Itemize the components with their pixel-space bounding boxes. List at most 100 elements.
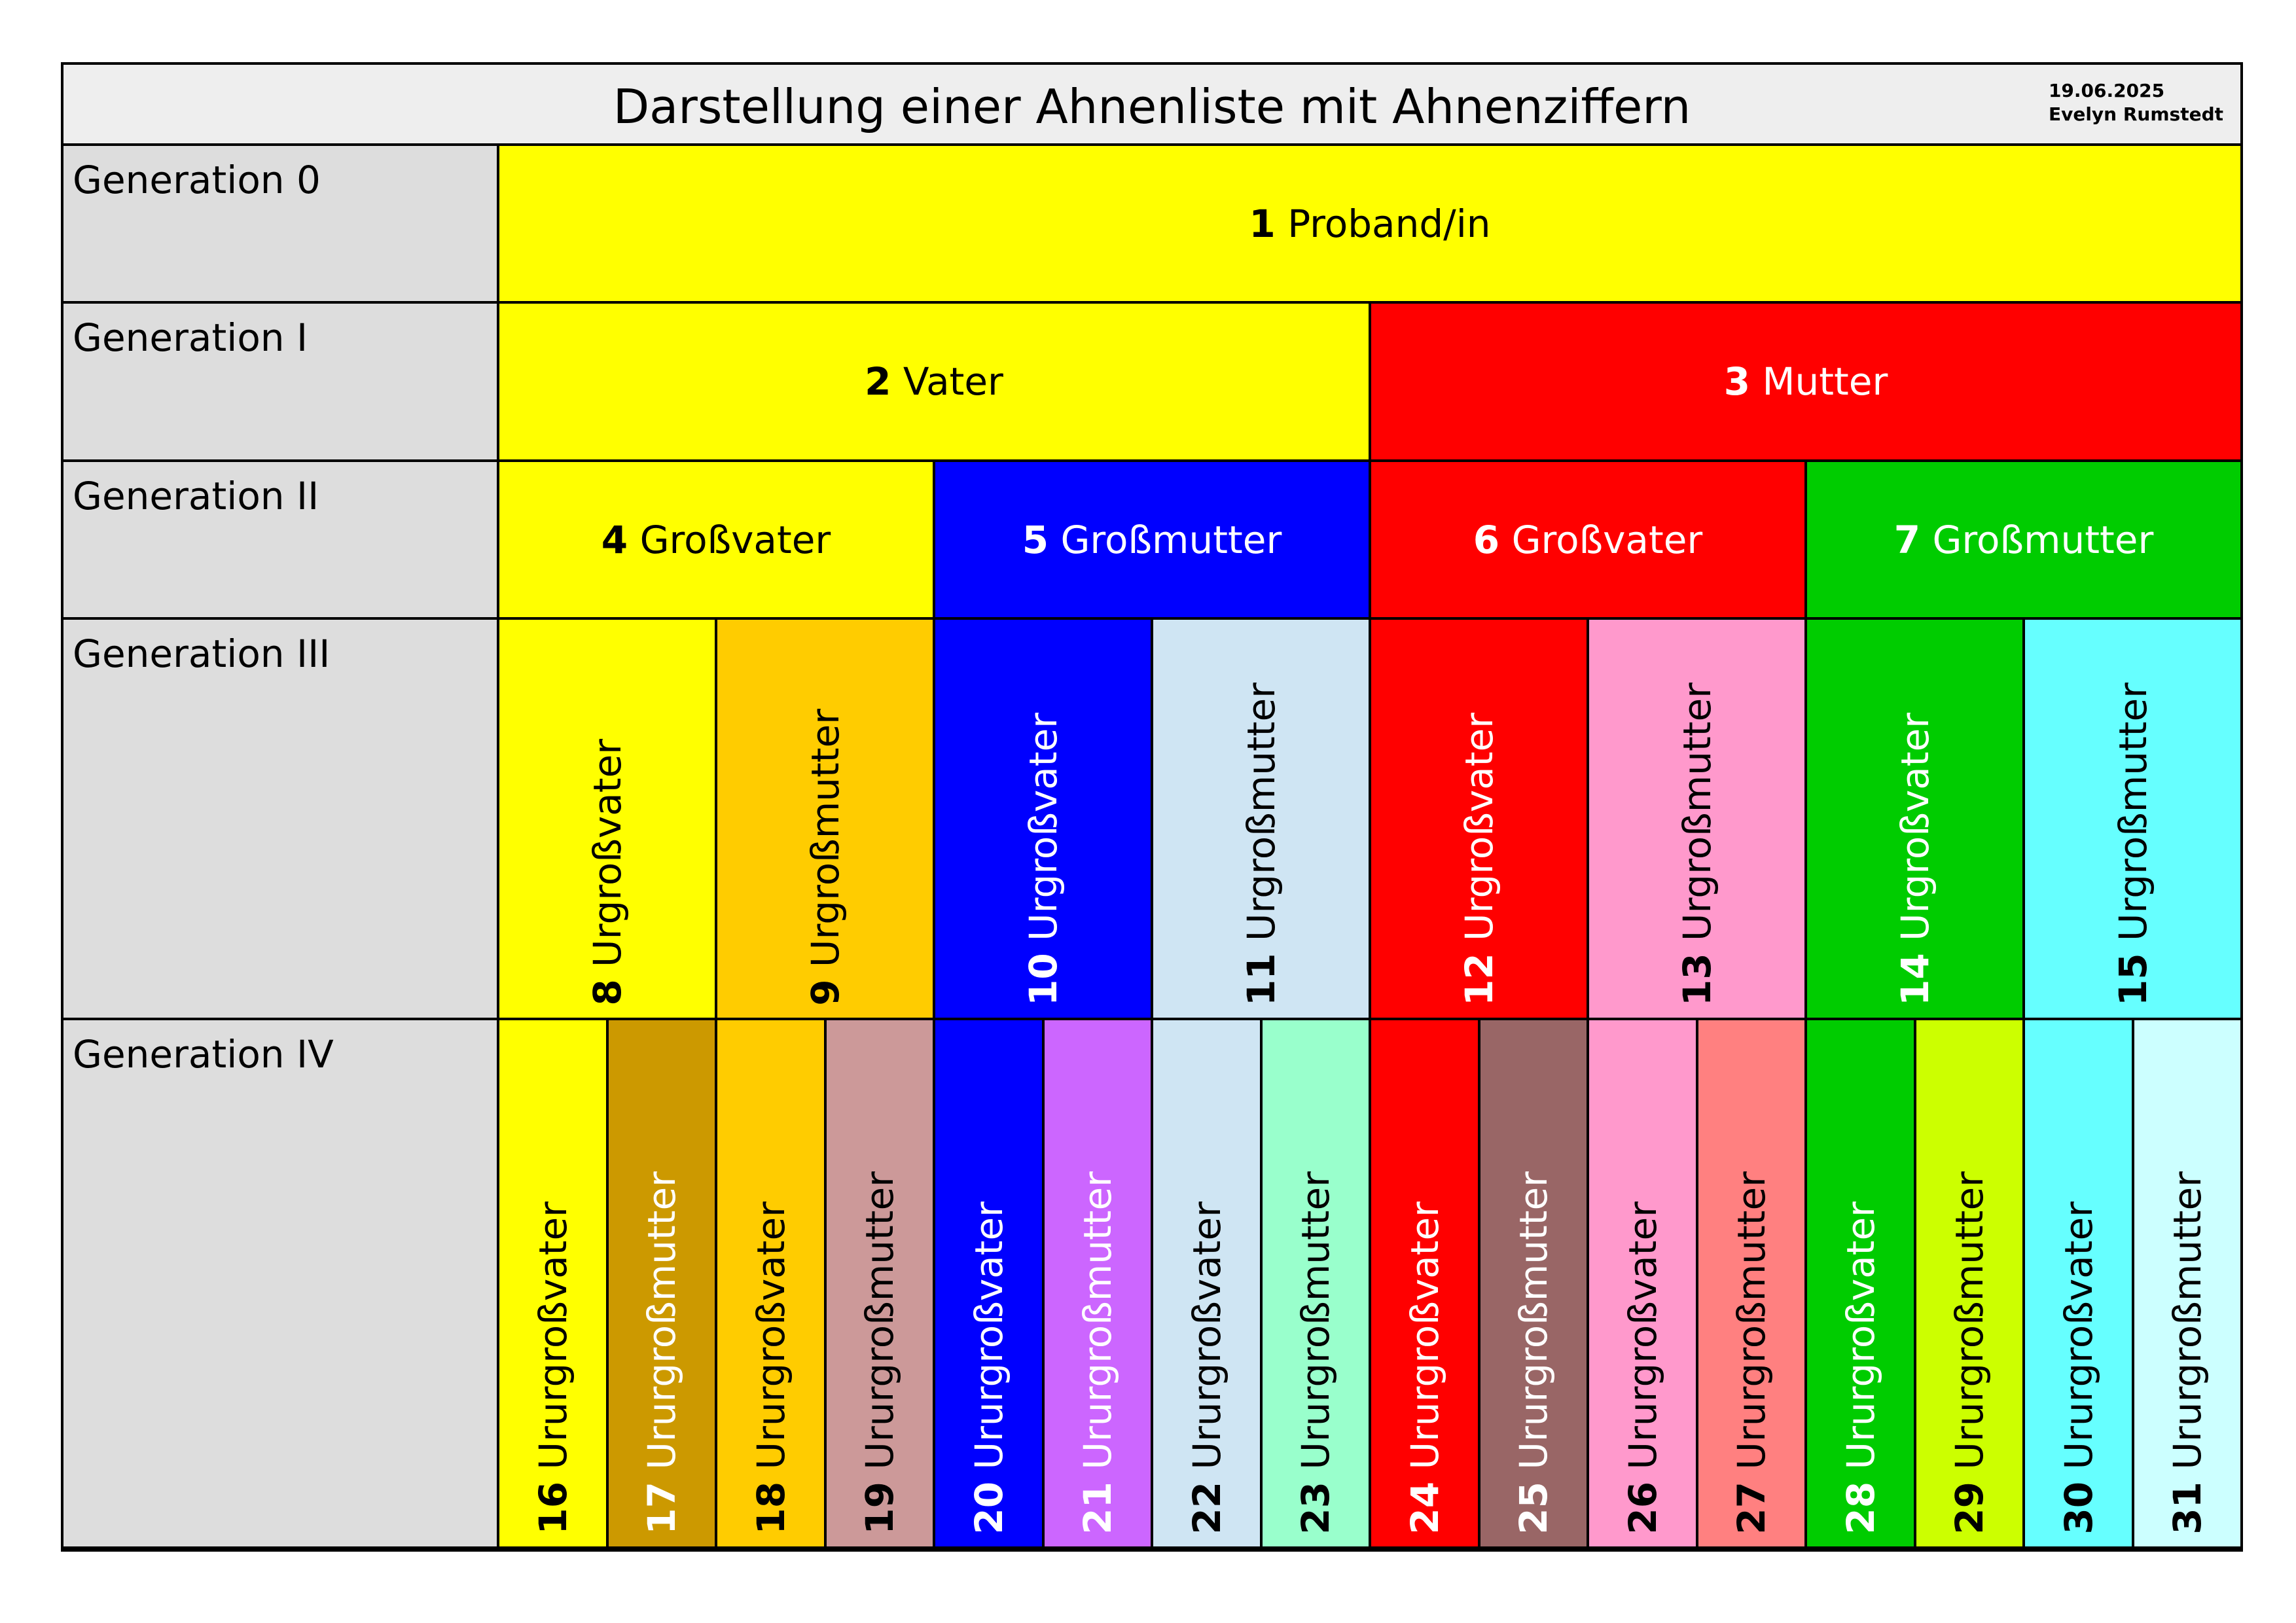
ancestor-number: 14 <box>1892 953 1937 1006</box>
ancestor-name: Urgroßmutter <box>1238 682 1283 941</box>
ancestor-cell-3: 3 Mutter <box>1371 304 2243 462</box>
ancestor-label: 22 Ururgroßvater <box>1185 1202 1229 1535</box>
ancestor-label: 15 Urgroßmutter <box>2111 683 2155 1006</box>
ancestor-number: 26 <box>1620 1482 1665 1535</box>
ancestor-number: 7 <box>1893 517 1921 562</box>
ancestor-cell-11: 11 Urgroßmutter <box>1153 620 1371 1020</box>
ancestor-label: 10 Urgroßvater <box>1021 713 1066 1006</box>
ancestor-name: Großmutter <box>1060 517 1282 562</box>
ancestor-name: Ururgroßmutter <box>857 1171 902 1470</box>
ancestor-cell-26: 26 Ururgroßvater <box>1589 1020 1698 1549</box>
ancestor-label: 4 Großvater <box>499 518 933 562</box>
ancestor-name: Urgroßmutter <box>802 709 848 968</box>
ancestor-label: 13 Urgroßmutter <box>1675 683 1719 1006</box>
ancestor-cell-16: 16 Ururgroßvater <box>499 1020 609 1549</box>
ancestor-number: 30 <box>2056 1482 2101 1535</box>
ancestor-label: 9 Urgroßmutter <box>803 709 848 1006</box>
ancestor-cell-19: 19 Ururgroßmutter <box>827 1020 935 1549</box>
ancestor-number: 5 <box>1022 517 1049 562</box>
ancestor-cell-5: 5 Großmutter <box>935 462 1371 620</box>
ancestor-cell-29: 29 Ururgroßmutter <box>1916 1020 2025 1549</box>
ancestor-number: 4 <box>601 517 628 562</box>
ancestor-number: 9 <box>802 979 848 1006</box>
ancestor-name: Ururgroßvater <box>1838 1202 1883 1470</box>
ancestor-label: 31 Ururgroßmutter <box>2165 1171 2210 1535</box>
ancestor-cell-13: 13 Urgroßmutter <box>1589 620 1807 1020</box>
ancestor-label: 16 Ururgroßvater <box>531 1202 575 1535</box>
ancestor-name: Urgroßmutter <box>1674 682 1719 941</box>
ancestor-name: Ururgroßvater <box>1184 1202 1229 1470</box>
ancestor-name: Ururgroßvater <box>1620 1202 1665 1470</box>
ancestor-cell-30: 30 Ururgroßvater <box>2025 1020 2134 1549</box>
ancestor-cell-23: 23 Ururgroßmutter <box>1263 1020 1371 1549</box>
ancestor-number: 19 <box>857 1482 902 1535</box>
ancestor-name: Ururgroßvater <box>2056 1202 2101 1470</box>
ancestor-label: 21 Ururgroßmutter <box>1075 1171 1120 1535</box>
ancestor-label: 17 Ururgroßmutter <box>639 1171 684 1535</box>
ancestor-cell-31: 31 Ururgroßmutter <box>2134 1020 2243 1549</box>
ancestor-label: 6 Großvater <box>1371 518 1804 562</box>
ancestor-cell-9: 9 Urgroßmutter <box>717 620 935 1020</box>
ancestor-name: Großvater <box>1511 517 1703 562</box>
ancestor-cell-2: 2 Vater <box>499 304 1371 462</box>
date-label: 19.06.2025 <box>2048 80 2165 101</box>
ancestor-name: Urgroßvater <box>584 739 630 968</box>
ancestor-label: 2 Vater <box>499 359 1369 404</box>
ancestor-cell-27: 27 Ururgroßmutter <box>1698 1020 1807 1549</box>
ancestor-name: Ururgroßmutter <box>1729 1171 1774 1470</box>
ancestor-cell-1: 1 Proband/in <box>499 146 2243 304</box>
ancestor-name: Ururgroßmutter <box>1947 1171 1992 1470</box>
ancestor-cell-20: 20 Ururgroßvater <box>935 1020 1045 1549</box>
generation-label: Generation III <box>63 620 499 1020</box>
ancestor-label: 19 Ururgroßmutter <box>857 1171 902 1535</box>
ancestor-number: 1 <box>1249 201 1276 246</box>
ancestor-label: 7 Großmutter <box>1807 518 2240 562</box>
generation-label: Generation 0 <box>63 146 499 304</box>
ancestor-table: Darstellung einer Ahnenliste mit Ahnenzi… <box>61 62 2243 1552</box>
ancestor-name: Ururgroßmutter <box>639 1171 684 1470</box>
ancestor-cell-6: 6 Großvater <box>1371 462 1807 620</box>
ancestor-name: Ururgroßmutter <box>1075 1171 1120 1470</box>
ancestor-cell-28: 28 Ururgroßvater <box>1807 1020 1916 1549</box>
page-title: Darstellung einer Ahnenliste mit Ahnenzi… <box>613 79 1691 134</box>
ancestor-label: 14 Urgroßvater <box>1893 713 1937 1006</box>
ancestor-number: 31 <box>2165 1482 2210 1535</box>
ancestor-number: 18 <box>748 1482 793 1535</box>
ancestor-number: 25 <box>1511 1482 1556 1535</box>
ancestor-name: Urgroßmutter <box>2110 682 2155 941</box>
ancestor-name: Ururgroßvater <box>966 1202 1011 1470</box>
ancestor-label: 23 Ururgroßmutter <box>1293 1171 1338 1535</box>
title-bar: Darstellung einer Ahnenliste mit Ahnenzi… <box>63 65 2240 146</box>
ancestor-cell-25: 25 Ururgroßmutter <box>1480 1020 1589 1549</box>
ancestor-name: Urgroßvater <box>1020 713 1066 941</box>
ancestor-number: 22 <box>1184 1482 1229 1535</box>
ancestor-number: 6 <box>1473 517 1500 562</box>
ancestor-number: 11 <box>1238 953 1283 1006</box>
ancestor-name: Mutter <box>1762 359 1888 404</box>
ancestor-label: 12 Urgroßvater <box>1457 713 1501 1006</box>
ancestor-name: Ururgroßmutter <box>1293 1171 1338 1470</box>
ancestor-label: 27 Ururgroßmutter <box>1729 1171 1774 1535</box>
ancestor-cell-10: 10 Urgroßvater <box>935 620 1153 1020</box>
ancestor-label: 30 Ururgroßvater <box>2056 1202 2101 1535</box>
ancestor-name: Großmutter <box>1932 517 2154 562</box>
ancestor-label: 24 Ururgroßvater <box>1403 1202 1447 1535</box>
ancestor-cell-17: 17 Ururgroßmutter <box>609 1020 717 1549</box>
ancestor-label: 20 Ururgroßvater <box>967 1202 1011 1535</box>
ancestor-label: 28 Ururgroßvater <box>1839 1202 1883 1535</box>
ancestor-number: 21 <box>1075 1482 1120 1535</box>
ancestor-name: Urgroßvater <box>1892 713 1937 941</box>
ancestor-name: Ururgroßmutter <box>1511 1171 1556 1470</box>
ancestor-label: 18 Ururgroßvater <box>749 1202 793 1535</box>
generation-label: Generation IV <box>63 1020 499 1549</box>
ancestor-number: 28 <box>1838 1482 1883 1535</box>
ancestor-number: 17 <box>639 1482 684 1535</box>
generation-label: Generation II <box>63 462 499 620</box>
ancestor-name: Ururgroßmutter <box>2165 1171 2210 1470</box>
ancestor-cell-7: 7 Großmutter <box>1807 462 2243 620</box>
ancestor-label: 26 Ururgroßvater <box>1621 1202 1665 1535</box>
ancestor-label: 5 Großmutter <box>935 518 1369 562</box>
ancestor-name: Ururgroßvater <box>530 1202 575 1470</box>
ancestor-number: 12 <box>1456 953 1501 1006</box>
ancestor-number: 13 <box>1674 953 1719 1006</box>
